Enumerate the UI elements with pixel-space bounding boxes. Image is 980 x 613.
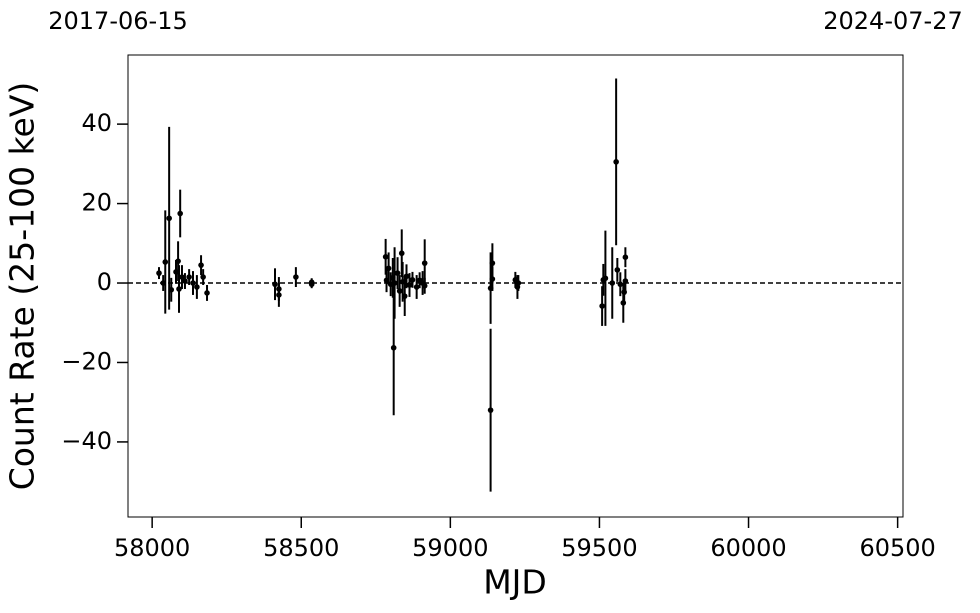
y-tick-label: 0 [97, 268, 112, 296]
data-point [162, 259, 169, 265]
data-point [190, 280, 196, 286]
x-tick-label: 58000 [114, 534, 190, 562]
data-point [421, 283, 428, 289]
data-point [204, 290, 210, 296]
top-tick-label: 2017-06-15 [48, 7, 187, 35]
y-tick-label: 20 [81, 189, 112, 217]
data-point [186, 274, 192, 280]
data-point [168, 286, 175, 293]
data-point [515, 280, 522, 286]
data-point [156, 270, 162, 276]
y-tick-label: 40 [81, 109, 112, 137]
x-tick-label: 58500 [263, 534, 339, 562]
x-tick-label: 60000 [710, 534, 786, 562]
data-point [385, 265, 392, 272]
top-tick-label: 2024-07-27 [823, 7, 962, 35]
data-point [179, 274, 185, 280]
y-tick-label: −20 [61, 347, 112, 375]
data-point [609, 280, 616, 286]
data-point [622, 278, 629, 284]
data-point [200, 274, 206, 280]
data-point [599, 303, 605, 309]
data-point [308, 279, 315, 286]
data-point [175, 258, 181, 264]
data-point [272, 281, 278, 288]
data-point [409, 277, 416, 283]
data-point [182, 278, 188, 284]
data-point [421, 260, 428, 266]
data-point [396, 288, 403, 294]
data-point [177, 210, 183, 217]
y-axis-label: Count Rate (25-100 keV) [3, 82, 42, 491]
data-point [194, 284, 200, 290]
x-axis-label: MJD [483, 563, 547, 602]
data-point [406, 282, 413, 288]
data-point [613, 159, 619, 165]
data-point [382, 254, 389, 260]
x-tick-label: 59500 [561, 534, 637, 562]
data-point [394, 270, 401, 276]
data-point [413, 284, 420, 290]
data-point [293, 274, 299, 280]
y-tick-label: −40 [61, 427, 112, 455]
x-tick-label: 60500 [859, 534, 935, 562]
data-point [390, 344, 397, 351]
data-point [198, 262, 204, 268]
data-point [617, 281, 624, 288]
data-point [391, 280, 398, 286]
data-point [166, 215, 172, 222]
plot-frame [127, 54, 904, 518]
x-tick-label: 59000 [412, 534, 488, 562]
data-point [489, 276, 496, 282]
data-point [487, 407, 494, 413]
data-point [403, 273, 410, 280]
data-point [401, 293, 408, 299]
data-point [614, 267, 621, 273]
data-point [398, 250, 405, 257]
data-point [176, 286, 182, 292]
data-point [622, 254, 629, 260]
data-point [489, 260, 496, 266]
data-point [276, 292, 282, 298]
data-point [602, 275, 609, 282]
